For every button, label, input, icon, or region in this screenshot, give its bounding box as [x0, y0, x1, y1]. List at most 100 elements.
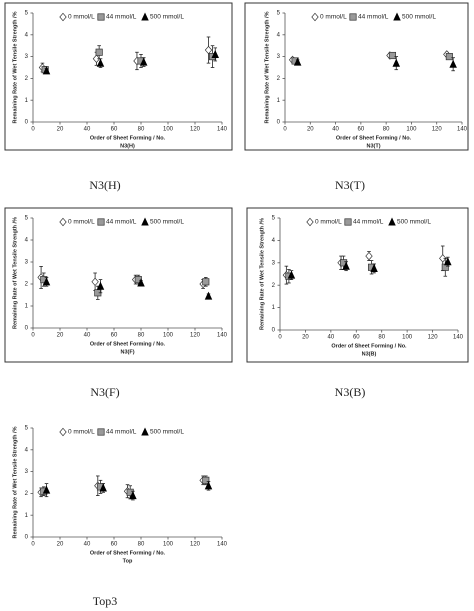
data-point: [137, 278, 145, 287]
x-tick-label: 20: [57, 127, 64, 133]
data-point: [445, 53, 453, 61]
data-point: [293, 57, 302, 66]
x-tick-label: 140: [217, 542, 228, 548]
figure-caption: N3(T): [335, 178, 365, 192]
legend-marker: [97, 218, 105, 226]
x-tick-label: 60: [111, 333, 118, 339]
data-point: [139, 57, 148, 66]
x-tick-label: 140: [453, 335, 464, 341]
x-tick-label: 80: [378, 335, 385, 341]
figure-caption: N3(B): [335, 385, 366, 399]
y-axis-label: Remaining Rate of Wet Tensile Strength /…: [12, 426, 18, 538]
data-point: [202, 476, 210, 484]
x-tick-label: 100: [406, 127, 417, 133]
legend-label: 0 mmol/L: [68, 219, 95, 226]
data-point: [449, 59, 457, 68]
legend-label: 500 mmol/L: [402, 14, 436, 21]
figure-caption: N3(H): [89, 178, 120, 192]
y-tick-label: 4: [272, 238, 276, 244]
x-tick-label: 0: [31, 542, 35, 548]
y-axis-label: Remaining Rate of Wet Tensile Strength /…: [12, 217, 18, 329]
panel-frame: [4, 2, 233, 151]
y-tick-label: 5: [272, 216, 276, 222]
x-tick-label: 120: [428, 335, 439, 341]
x-tick-label: 140: [217, 333, 228, 339]
data-point: [42, 277, 51, 286]
y-tick-label: 0: [272, 328, 276, 334]
data-point: [204, 291, 213, 300]
chart-panel: 0 1 2 3 4 5 0 20 40 60 80 100 120 140 Order of Sheet F…: [4, 207, 233, 363]
chart-panel: 0 1 2 3 4 5 0 20 40 60 80 100 120 140 Order of Sheet F…: [246, 207, 469, 363]
y-tick-label: 1: [25, 513, 29, 519]
y-tick-label: 0: [277, 120, 281, 126]
data-point: [340, 259, 348, 267]
x-tick-label: 20: [57, 542, 64, 548]
chart-title: N3(F): [120, 349, 134, 355]
legend-label: 0 mmol/L: [68, 14, 95, 21]
x-tick-label: 60: [111, 542, 118, 548]
y-tick-label: 4: [277, 32, 281, 38]
x-tick-label: 40: [328, 335, 335, 341]
y-axis-label: Remaining Rate of Wet Tensile Strength /…: [264, 11, 270, 123]
y-tick-label: 5: [25, 426, 29, 432]
chart-panel: 0 1 2 3 4 5 0 20 40 60 80 100 120 140 Order of Sheet F…: [4, 2, 233, 151]
legend-label: 44 mmol/L: [106, 14, 137, 21]
legend-marker: [141, 217, 149, 226]
figure-caption: N3(F): [90, 385, 119, 399]
x-tick-label: 100: [163, 542, 174, 548]
y-tick-label: 2: [277, 76, 281, 82]
legend-marker: [97, 13, 105, 21]
data-point: [96, 58, 105, 67]
figure-caption: Top3: [93, 594, 118, 608]
x-tick-label: 60: [358, 127, 365, 133]
y-tick-label: 3: [25, 469, 29, 475]
legend-label: 44 mmol/L: [106, 219, 137, 226]
y-axis-label: Remaining Rate of Wet Tensile Strength /…: [259, 218, 265, 330]
legend-label: 0 mmol/L: [320, 14, 347, 21]
legend-label: 500 mmol/L: [150, 219, 184, 226]
y-tick-label: 5: [277, 11, 281, 17]
y-tick-label: 4: [25, 32, 29, 38]
chart-title: N3(H): [120, 143, 135, 149]
data-point: [92, 54, 101, 64]
legend-label: 500 mmol/L: [397, 219, 431, 226]
data-point: [95, 48, 103, 56]
x-tick-label: 120: [190, 542, 201, 548]
legend-label: 44 mmol/L: [358, 14, 389, 21]
legend-marker: [349, 13, 357, 21]
y-tick-label: 1: [25, 304, 29, 310]
legend-label: 0 mmol/L: [68, 429, 95, 436]
data-point: [444, 257, 452, 266]
data-point: [370, 263, 378, 272]
x-tick-label: 60: [353, 335, 360, 341]
x-tick-label: 20: [57, 333, 64, 339]
data-point: [96, 281, 105, 290]
x-tick-label: 40: [84, 127, 91, 133]
x-tick-label: 80: [383, 127, 390, 133]
x-tick-label: 120: [432, 127, 443, 133]
y-tick-label: 2: [272, 283, 276, 289]
data-point: [42, 66, 51, 75]
data-point: [211, 49, 219, 58]
panel-frame: [244, 2, 469, 151]
x-tick-label: 0: [31, 333, 35, 339]
x-tick-label: 140: [457, 127, 468, 133]
x-tick-label: 40: [332, 127, 339, 133]
y-tick-label: 0: [25, 120, 29, 126]
chart-panel: 0 1 2 3 4 5 0 20 40 60 80 100 120 140 Order of Sheet F…: [244, 2, 469, 151]
data-point: [202, 278, 210, 286]
y-tick-label: 3: [277, 54, 281, 60]
legend-marker: [59, 12, 67, 22]
data-point: [204, 45, 213, 55]
x-tick-label: 100: [163, 333, 174, 339]
legend-marker: [388, 217, 396, 226]
x-tick-label: 60: [111, 127, 118, 133]
legend-marker: [59, 217, 67, 227]
x-tick-label: 20: [307, 127, 314, 133]
x-axis-label: Order of Sheet Forming / No.: [336, 135, 412, 141]
x-tick-label: 100: [163, 127, 174, 133]
x-tick-label: 80: [138, 127, 145, 133]
legend-marker: [311, 12, 319, 22]
x-tick-label: 80: [138, 333, 145, 339]
